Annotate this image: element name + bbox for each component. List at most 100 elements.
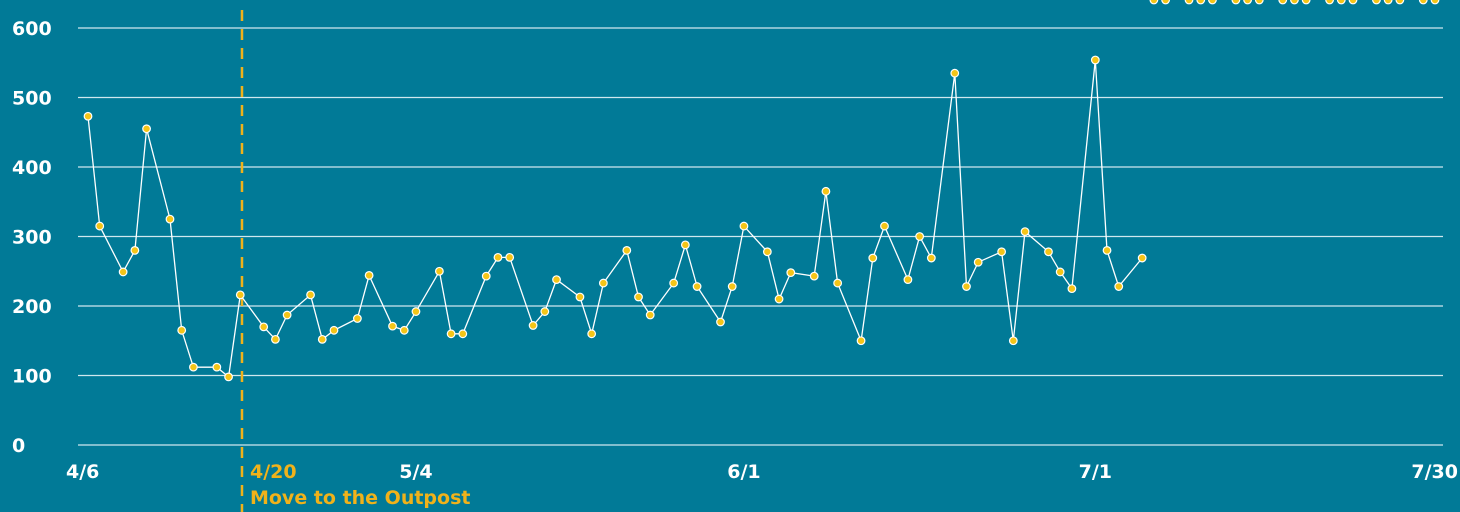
data-point <box>493 252 503 262</box>
event-date-label: 4/20 <box>250 461 297 483</box>
data-point <box>235 290 245 300</box>
data-point <box>329 325 339 335</box>
data-point <box>1301 0 1311 5</box>
data-point <box>1008 336 1018 346</box>
data-point <box>1055 267 1065 277</box>
data-point <box>1278 0 1288 5</box>
data-point <box>528 321 538 330</box>
data-point <box>1137 253 1147 263</box>
data-point <box>950 68 960 78</box>
data-point <box>1395 0 1405 5</box>
data-point <box>1161 0 1170 5</box>
data-point <box>458 329 468 339</box>
data-point <box>552 275 561 284</box>
data-point <box>1418 0 1428 5</box>
y-axis-ticks: 0 100 200 300 400 500 600 <box>12 18 52 457</box>
data-point <box>212 362 222 372</box>
event-description-label: Move to the Outpost <box>250 487 471 509</box>
data-point <box>786 268 796 278</box>
data-point <box>1348 0 1358 5</box>
data-point <box>1208 0 1217 5</box>
data-point <box>962 282 971 291</box>
data-point <box>317 334 327 344</box>
data-point <box>1114 282 1124 291</box>
data-point <box>399 325 409 335</box>
data-point <box>1044 247 1053 257</box>
data-point <box>973 257 983 267</box>
data-point <box>821 186 831 196</box>
data-point <box>622 245 632 255</box>
data-point <box>926 253 936 263</box>
data-point <box>856 336 866 346</box>
data-point <box>1090 55 1100 65</box>
data-point <box>1372 0 1381 5</box>
x-tick-label: 7/30 <box>1411 461 1458 483</box>
x-tick-label: 6/1 <box>727 461 760 483</box>
data-point <box>669 278 679 288</box>
data-point <box>224 372 233 382</box>
data-point <box>1184 0 1194 5</box>
data-point <box>540 307 550 316</box>
data-point <box>1149 0 1159 5</box>
x-tick-label: 5/4 <box>399 461 432 483</box>
data-point <box>1231 0 1241 5</box>
data-point <box>142 124 151 134</box>
data-point <box>598 278 608 288</box>
data-point <box>446 329 456 339</box>
x-tick-label: 4/6 <box>66 461 99 483</box>
data-point <box>282 310 292 320</box>
data-point <box>727 282 737 291</box>
data-point <box>833 278 843 288</box>
data-point <box>634 292 643 302</box>
x-axis-ticks: 4/6 5/4 6/1 7/1 7/30 <box>66 461 1458 483</box>
y-tick-label: 300 <box>12 227 52 249</box>
x-tick-label: 7/1 <box>1079 461 1112 483</box>
y-tick-label: 400 <box>12 157 52 179</box>
data-point <box>645 310 655 320</box>
data-point <box>997 247 1007 257</box>
data-point <box>1336 0 1346 5</box>
y-tick-label: 0 <box>12 435 25 457</box>
data-point <box>1196 0 1206 5</box>
data-point <box>177 325 187 335</box>
data-point <box>716 317 725 327</box>
data-point <box>739 221 749 231</box>
data-point <box>353 314 362 323</box>
data-points <box>83 0 1440 382</box>
data-point <box>388 321 397 331</box>
data-point <box>1243 0 1252 5</box>
data-point <box>118 267 128 277</box>
data-point <box>165 214 175 224</box>
data-point <box>587 329 597 339</box>
data-point <box>762 247 772 257</box>
data-point <box>411 307 421 316</box>
y-tick-label: 600 <box>12 18 52 40</box>
data-point <box>692 282 702 291</box>
data-point <box>1383 0 1393 5</box>
data-point <box>1290 0 1299 5</box>
data-point <box>868 253 878 263</box>
data-point <box>83 111 93 121</box>
series-line <box>87 59 1143 379</box>
data-point <box>575 292 585 302</box>
data-point <box>1254 0 1264 5</box>
data-point <box>915 232 925 241</box>
data-point <box>880 221 889 231</box>
gridlines <box>78 27 1443 446</box>
data-point <box>364 271 374 280</box>
data-point <box>1067 284 1077 294</box>
data-point <box>1430 0 1440 5</box>
data-point <box>903 275 913 284</box>
data-point <box>434 266 444 276</box>
data-point <box>271 334 280 344</box>
data-point <box>1102 245 1112 255</box>
data-point <box>259 322 269 332</box>
data-point <box>1325 0 1334 5</box>
data-point <box>481 271 491 281</box>
data-point <box>505 252 515 262</box>
data-point <box>809 271 819 281</box>
data-point <box>306 290 315 300</box>
data-point <box>1020 227 1030 237</box>
data-point <box>189 362 198 372</box>
